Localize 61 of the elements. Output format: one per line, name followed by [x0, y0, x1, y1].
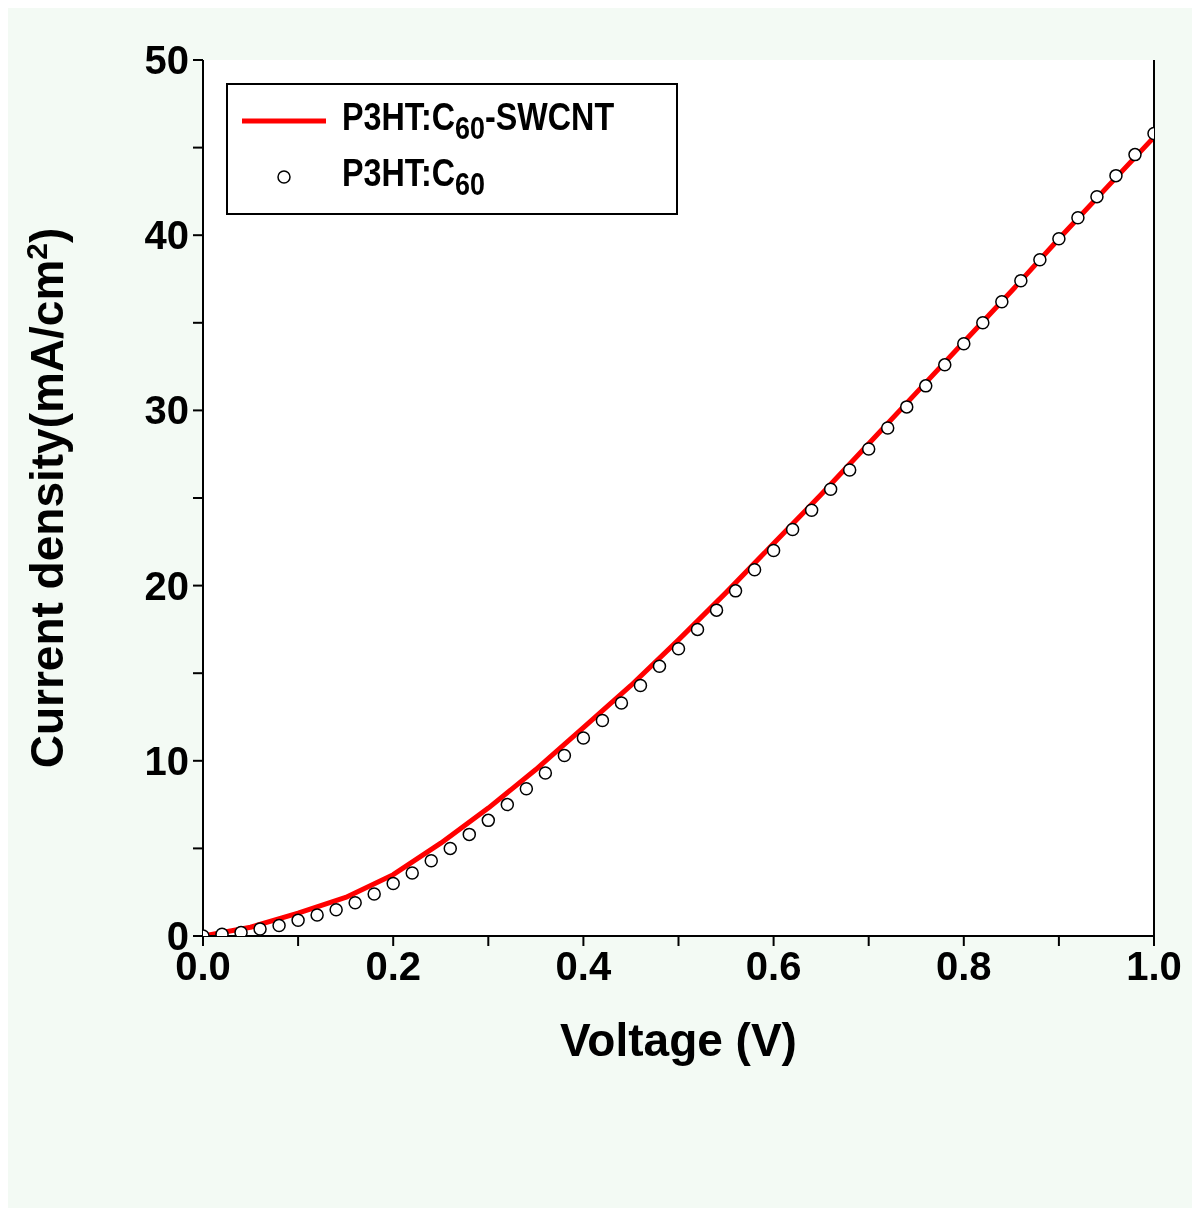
point [424, 853, 438, 868]
point [690, 622, 705, 637]
point [234, 925, 248, 936]
point [899, 400, 914, 414]
y-tick-label: 50 [144, 38, 189, 82]
point [253, 922, 267, 936]
x-axis-title: Voltage (V) [560, 1014, 797, 1066]
point [1033, 252, 1047, 267]
x-tick-label: 1.0 [1126, 944, 1182, 989]
x-tick-label: 0.6 [745, 944, 802, 989]
point [633, 678, 648, 693]
point [272, 918, 286, 933]
point [804, 503, 819, 518]
point [538, 766, 553, 780]
point [919, 379, 933, 393]
point [995, 295, 1009, 309]
point [652, 659, 667, 673]
point [842, 463, 857, 477]
point [766, 543, 781, 558]
legend-label: P3HT:C$_{60}$-SWCNT [342, 95, 615, 147]
point [519, 782, 534, 796]
x-tick-label: 0.4 [555, 944, 612, 989]
point [1052, 231, 1066, 246]
point [367, 887, 381, 901]
point [443, 841, 458, 856]
y-tick-label: 10 [144, 738, 189, 783]
point [310, 908, 324, 922]
point [938, 358, 952, 372]
point [291, 913, 305, 927]
point [1071, 210, 1085, 225]
point [386, 876, 400, 891]
point [957, 337, 971, 351]
point [1109, 168, 1123, 183]
point [1128, 147, 1142, 162]
point [481, 813, 496, 828]
point [576, 731, 591, 745]
point [1014, 274, 1028, 288]
point [1090, 189, 1104, 204]
point [709, 603, 724, 617]
y-tick-label: 20 [144, 563, 189, 608]
point [861, 442, 876, 456]
point [614, 696, 629, 710]
y-tick-label: 40 [144, 213, 189, 258]
point [823, 482, 838, 496]
point [595, 713, 610, 728]
point [976, 316, 990, 330]
point [880, 421, 895, 435]
point [671, 641, 686, 656]
point [462, 827, 477, 842]
point [500, 797, 515, 812]
point [557, 748, 572, 763]
point [348, 895, 362, 910]
legend-label: P3HT:C$_{60}$ [342, 151, 486, 203]
point [785, 522, 800, 537]
x-tick-label: 0.2 [365, 944, 421, 989]
x-tick-label: 0.8 [936, 944, 992, 989]
point [329, 902, 343, 917]
point [728, 584, 743, 598]
point [747, 563, 762, 577]
y-tick-label: 30 [144, 388, 189, 433]
point [405, 866, 419, 880]
